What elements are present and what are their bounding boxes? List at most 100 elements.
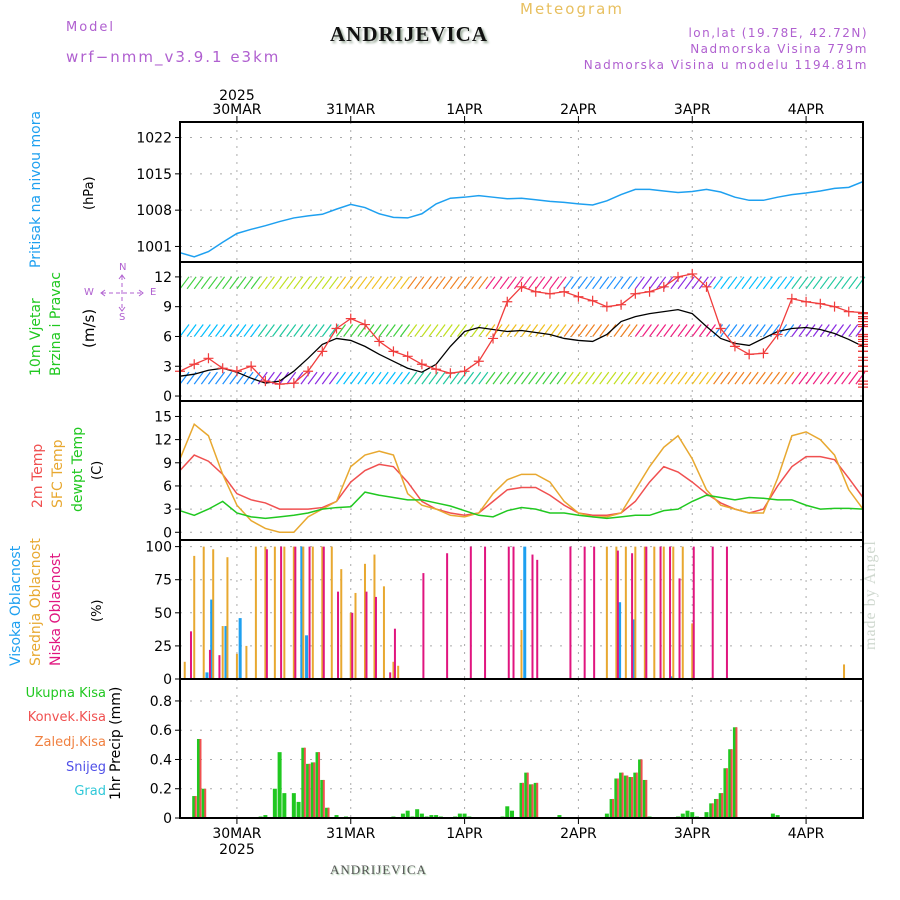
wind-barb: [627, 276, 638, 290]
bar-ukupna-kisa: [325, 807, 330, 818]
wind-barb: [770, 276, 780, 290]
wind-barb: [698, 276, 709, 290]
x-tick-label-top: 1APR: [446, 102, 483, 118]
bar-srednja-oblacnost: [382, 586, 385, 679]
x-tick-label-top: 4APR: [788, 102, 825, 118]
wind-barb: [841, 371, 852, 385]
wind-barb: [343, 276, 354, 290]
bar-konvek-kisa: [730, 749, 733, 818]
bar-srednja-oblacnost: [226, 557, 229, 679]
bar-niska-oblacnost: [189, 631, 192, 679]
bar-srednja-oblacnost: [302, 546, 305, 679]
wind-barb: [698, 371, 709, 385]
bar-visoka-oblacnost: [224, 626, 228, 679]
bar-ukupna-kisa: [429, 815, 434, 818]
bar-ukupna-kisa: [415, 809, 420, 818]
wind-barb: [613, 371, 624, 385]
wind-barb: [762, 371, 773, 385]
wind-barb: [620, 371, 631, 385]
wind-barb: [492, 371, 503, 385]
bar-niska-oblacnost: [393, 628, 396, 679]
panel-frame: [179, 121, 864, 263]
bar-ukupna-kisa: [405, 810, 410, 818]
x-tick-label-bottom: 4APR: [788, 826, 825, 842]
wind-barb: [641, 324, 652, 337]
model-elevation: Nadmorska Visina u modelu 1194.81m: [583, 58, 868, 72]
wind-barb: [606, 276, 617, 290]
wind-barb: [592, 324, 603, 337]
bar-niska-oblacnost: [725, 546, 728, 679]
wind-barb: [577, 276, 588, 290]
gust-marker: [502, 296, 513, 307]
wind-barb: [471, 324, 482, 337]
wind-barb: [314, 371, 325, 385]
wind-barb: [570, 371, 581, 385]
chart-subtitle: Meteogram: [520, 0, 624, 18]
wind-barb: [343, 371, 354, 385]
bar-srednja-oblacnost: [843, 664, 846, 679]
wind-barb: [435, 276, 446, 290]
bar-srednja-oblacnost: [624, 546, 627, 679]
bar-niska-oblacnost: [374, 596, 377, 679]
bar-visoka-oblacnost: [523, 546, 527, 679]
bar-ukupna-kisa: [557, 815, 562, 818]
bar-niska-oblacnost: [365, 591, 368, 679]
y-tick-label: 9: [163, 456, 172, 472]
wind-barb: [478, 276, 489, 290]
wind-barb: [243, 371, 254, 385]
wind-barb: [570, 276, 581, 290]
gust-marker: [644, 286, 655, 297]
bar-konvek-kisa: [716, 798, 719, 818]
bar-konvek-kisa: [194, 796, 197, 818]
wind-barb: [300, 276, 311, 290]
wind-barb: [691, 324, 702, 337]
bar-srednja-oblacnost: [520, 630, 523, 679]
bar-niska-oblacnost: [536, 559, 539, 679]
x-tick-label-top: 30MAR: [212, 102, 261, 118]
bar-ukupna-kisa: [196, 738, 201, 818]
wind-barb: [542, 324, 553, 337]
bar-ukupna-kisa: [524, 772, 529, 818]
wind-barb: [314, 324, 325, 337]
bar-ukupna-kisa: [704, 812, 709, 818]
wind-barb: [791, 324, 802, 337]
station-title: ANDRIJEVICA: [330, 22, 489, 46]
wind-barb: [506, 324, 517, 337]
wind-barb: [286, 324, 297, 337]
wind-barb: [236, 276, 247, 290]
wind-barb: [207, 324, 218, 337]
bar-niska-oblacnost: [678, 578, 681, 679]
bar-ukupna-kisa: [713, 798, 718, 818]
gust-marker: [630, 288, 641, 299]
bar-konvek-kisa: [531, 784, 534, 818]
wind-barb: [186, 324, 197, 337]
gust-marker: [573, 291, 584, 302]
bar-ukupna-kisa: [291, 793, 296, 818]
bar-ukupna-kisa: [462, 813, 467, 818]
bar-niska-oblacnost: [569, 546, 572, 679]
wind-barb: [250, 276, 261, 290]
gust-marker: [701, 281, 712, 292]
bar-ukupna-kisa: [633, 772, 638, 818]
wind-barb: [641, 371, 652, 385]
wind-barb: [421, 276, 432, 290]
bar-ukupna-kisa: [604, 813, 609, 818]
wind-barb: [378, 371, 389, 385]
wind-barb: [563, 371, 574, 385]
wind-barb: [592, 371, 603, 385]
wind-barb: [222, 371, 233, 385]
bar-srednja-oblacnost: [311, 546, 314, 679]
wind-barb: [222, 324, 233, 337]
wind-barb: [784, 276, 795, 290]
y-tick-label: 0.6: [150, 723, 172, 739]
wind-barb: [798, 371, 809, 385]
year-label-top: 2025: [219, 88, 255, 104]
wind-barb: [784, 324, 795, 337]
wind-barb: [577, 324, 588, 337]
bar-ukupna-kisa: [192, 796, 197, 818]
wind-barb: [656, 371, 667, 385]
wind-barb: [499, 276, 510, 290]
wind-barb: [513, 371, 524, 385]
bar-konvek-kisa: [199, 738, 202, 818]
gust-marker: [729, 341, 740, 352]
